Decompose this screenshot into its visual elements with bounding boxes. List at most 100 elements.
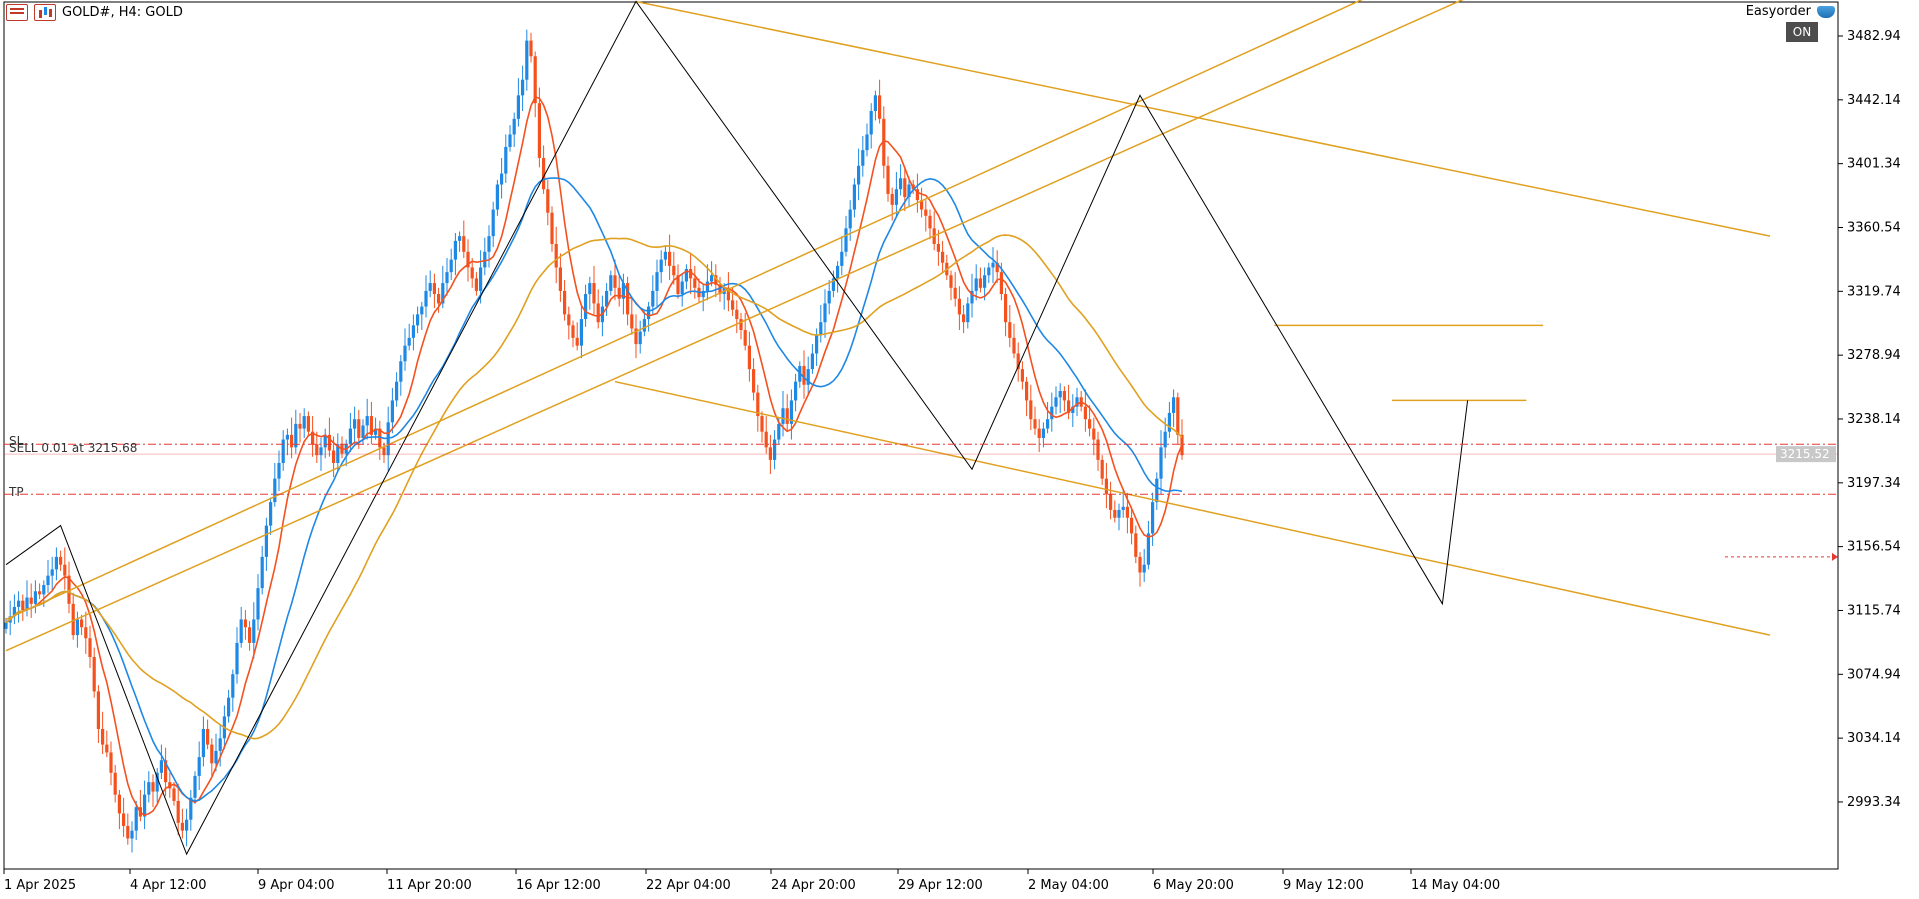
candle-body — [1130, 517, 1134, 534]
candle-body — [1071, 406, 1075, 413]
candle-body — [210, 744, 214, 764]
channel-line[interactable] — [5, 0, 1392, 621]
candle-body — [449, 259, 453, 273]
candle-body — [663, 251, 667, 260]
candle-body — [920, 200, 924, 210]
candle-body — [1142, 564, 1146, 573]
candle-body — [991, 262, 995, 268]
candle-body — [441, 283, 445, 304]
x-tick-label: 2 May 04:00 — [1028, 878, 1109, 893]
x-tick-label: 14 May 04:00 — [1411, 878, 1500, 893]
candle-body — [806, 369, 810, 385]
candle-body — [122, 813, 126, 826]
candle-body — [1138, 556, 1142, 573]
candle-body — [109, 752, 113, 773]
candle-body — [227, 697, 231, 717]
candle-body — [361, 425, 365, 438]
candle-body — [453, 240, 457, 260]
candle-body — [1083, 406, 1087, 420]
candle-body — [378, 428, 382, 448]
candle-body — [1046, 419, 1050, 429]
candle-body — [785, 408, 789, 424]
candle-body — [861, 150, 865, 166]
candle-body — [949, 275, 953, 288]
candle-body — [113, 772, 117, 795]
candle-body — [764, 431, 768, 448]
candle-body — [1062, 391, 1066, 401]
y-tick-label: 3156.54 — [1847, 540, 1901, 555]
candle-body — [25, 597, 29, 611]
candle-body — [243, 619, 247, 628]
candle-body — [1109, 494, 1113, 510]
y-tick-label: 3278.94 — [1847, 348, 1901, 363]
candle-body — [731, 300, 735, 310]
chart-icon — [34, 4, 56, 21]
candle-body — [840, 251, 844, 266]
candle-body — [810, 353, 814, 370]
candle-body — [815, 334, 819, 354]
candle-body — [617, 287, 621, 299]
candle-body — [1104, 478, 1108, 495]
candle-body — [1167, 412, 1171, 432]
candle-body — [164, 760, 168, 783]
candle-body — [403, 345, 407, 362]
candle-body — [80, 619, 84, 628]
sell-order-label[interactable]: SELL 0.01 at 3215.68 — [9, 441, 138, 455]
candle-body — [273, 478, 277, 503]
candle-body — [458, 236, 462, 241]
menu-icon[interactable] — [6, 4, 28, 21]
channel-line[interactable] — [614, 380, 1771, 636]
candle-body — [285, 434, 289, 440]
candle-body — [966, 303, 970, 323]
candle-body — [987, 267, 991, 276]
candle-body — [260, 556, 264, 589]
y-tick-label: 3482.94 — [1847, 29, 1901, 44]
graduation-cap-icon — [1817, 5, 1835, 18]
candle-body — [659, 259, 663, 273]
candle-body — [638, 331, 642, 345]
candle-body — [680, 281, 684, 295]
candle-body — [1172, 397, 1176, 413]
candle-body — [327, 434, 331, 451]
candle-body — [197, 757, 201, 776]
candle-body — [1100, 459, 1104, 479]
x-tick-label: 29 Apr 12:00 — [898, 878, 983, 893]
candle-body — [655, 272, 659, 291]
candle-body — [710, 275, 714, 282]
candle-body — [54, 556, 58, 570]
candle-body — [50, 569, 54, 576]
candle-body — [962, 314, 966, 323]
candle-body — [504, 146, 508, 174]
candle-body — [878, 95, 882, 119]
candle-body — [1159, 447, 1163, 479]
ea-name: Easyorder — [1745, 4, 1811, 19]
candle-body — [101, 728, 105, 745]
candle-body — [424, 290, 428, 307]
candle-body — [626, 283, 630, 315]
candle-body — [1058, 391, 1062, 398]
ea-on-button[interactable]: ON — [1786, 22, 1818, 42]
candle-body — [781, 408, 785, 424]
candle-body — [873, 95, 877, 112]
chart-header: GOLD#, H4: GOLD — [6, 4, 183, 21]
sl-label: SL — [9, 434, 24, 448]
candle-body — [890, 193, 894, 205]
candle-body — [747, 345, 751, 370]
candle-body — [67, 575, 71, 604]
candle-body — [609, 275, 613, 291]
candle-body — [399, 361, 403, 382]
candle-body — [336, 444, 340, 464]
candle-body — [1020, 369, 1024, 382]
candle-body — [924, 209, 928, 216]
candle-body — [936, 243, 940, 252]
channel-line[interactable] — [635, 0, 1771, 237]
candle-body — [1033, 419, 1037, 429]
candle-body — [525, 40, 529, 80]
channel-line[interactable] — [5, 0, 1476, 652]
candle-body — [495, 184, 499, 210]
candle-body — [264, 525, 268, 557]
candle-body — [1096, 439, 1100, 460]
candle-body — [1054, 397, 1058, 407]
candle-body — [567, 314, 571, 326]
